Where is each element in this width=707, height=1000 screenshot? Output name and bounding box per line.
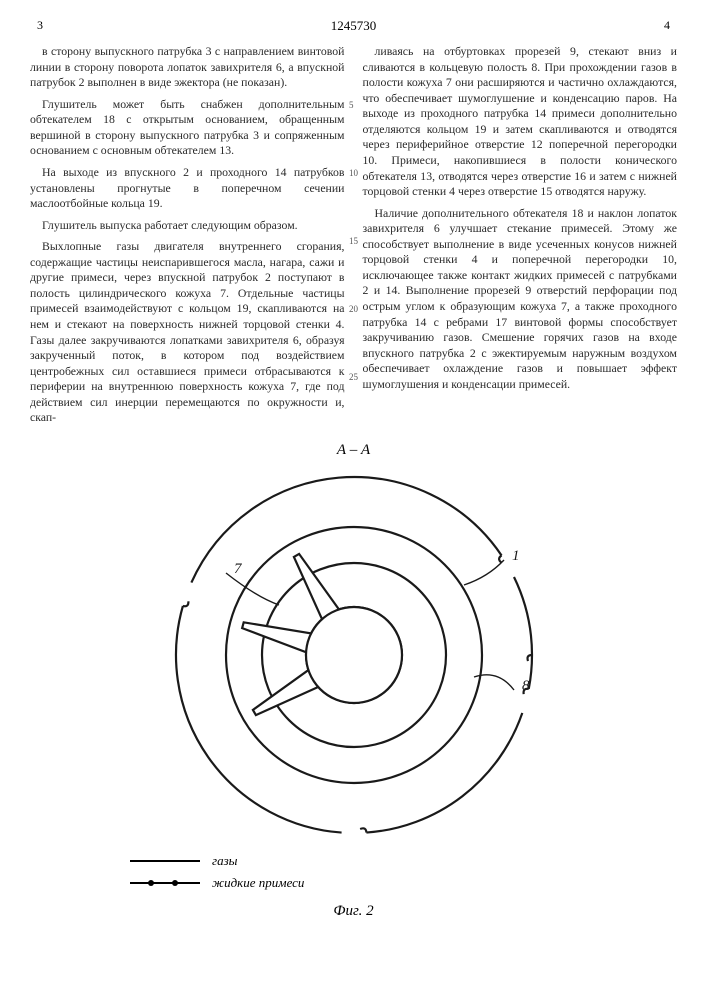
section-label: А – А [30,442,677,459]
header: 3 1245730 4 [30,18,677,34]
legend-line-solid-icon [130,860,200,862]
line-mark: 20 [349,304,358,314]
para: в сторону выпускного патрубка 3 с направ… [30,44,345,91]
page-num-left: 3 [30,18,50,34]
page-num-right: 4 [657,18,677,34]
line-mark: 25 [349,372,358,382]
legend-row-liquid: жидкие примеси [130,875,304,891]
left-column: в сторону выпускного патрубка 3 с направ… [30,44,345,432]
cross-section-diagram: 1 7 8 [164,465,544,845]
legend-label: газы [212,853,237,869]
para: На выходе из впускного 2 и проходного 14… [30,165,345,212]
figure-area: 1 7 8 газы жидкие примеси Фиг. 2 [30,465,677,920]
legend-line-dotted-icon [130,882,200,884]
doc-number: 1245730 [50,18,657,34]
line-number-marks: 5 10 15 20 25 [349,50,358,382]
svg-text:8: 8 [522,678,530,694]
para: Наличие дополнительного обтекателя 18 и … [363,206,678,393]
svg-text:1: 1 [512,548,520,564]
para: Выхлопные газы двигателя внутреннего сго… [30,239,345,426]
right-column: ливаясь на отбуртовках прорезей 9, стека… [363,44,678,432]
figure-label: Фиг. 2 [333,903,373,920]
legend: газы жидкие примеси [130,853,304,897]
para: ливаясь на отбуртовках прорезей 9, стека… [363,44,678,200]
line-mark: 15 [349,236,358,246]
line-mark: 5 [349,100,358,110]
svg-text:7: 7 [234,561,243,577]
legend-row-gases: газы [130,853,304,869]
page: 3 1245730 4 в сторону выпускного патрубк… [0,0,707,1000]
para: Глушитель может быть снабжен дополнитель… [30,97,345,159]
line-mark: 10 [349,168,358,178]
legend-label: жидкие примеси [212,875,304,891]
para: Глушитель выпуска работает следующим обр… [30,218,345,234]
